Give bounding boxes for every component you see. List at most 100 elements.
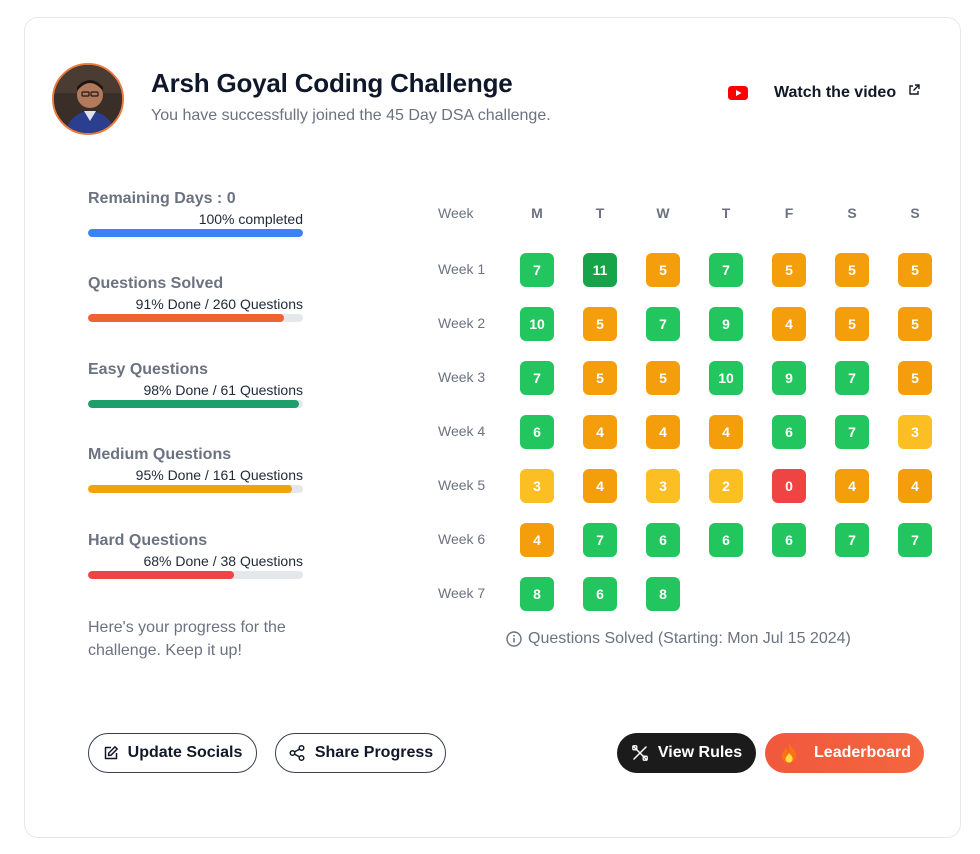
- day-cell[interactable]: 11: [583, 253, 617, 287]
- share-progress-label: Share Progress: [314, 744, 434, 761]
- progress-bar: [88, 571, 303, 579]
- stat-detail: 100% completed: [198, 211, 303, 227]
- calendar-legend: Questions Solved (Starting: Mon Jul 15 2…: [506, 630, 851, 648]
- day-header: F: [784, 205, 794, 221]
- avatar: [52, 63, 124, 135]
- progress-bar-fill: [88, 314, 284, 322]
- page-title: Arsh Goyal Coding Challenge: [151, 68, 513, 98]
- day-cell[interactable]: 9: [772, 361, 806, 395]
- day-cell[interactable]: 5: [898, 361, 932, 395]
- day-cell[interactable]: 6: [709, 523, 743, 557]
- week-label: Week 4: [438, 423, 486, 439]
- day-cell[interactable]: 7: [646, 307, 680, 341]
- day-cell[interactable]: 4: [583, 415, 617, 449]
- day-cell[interactable]: 4: [583, 469, 617, 503]
- watch-video-link[interactable]: Watch the video: [728, 84, 920, 102]
- day-cell[interactable]: 9: [709, 307, 743, 341]
- share-progress-button[interactable]: Share Progress: [275, 733, 446, 773]
- day-cell[interactable]: 5: [646, 253, 680, 287]
- day-cell[interactable]: 4: [772, 307, 806, 341]
- progress-bar: [88, 229, 303, 237]
- day-cell[interactable]: 7: [583, 523, 617, 557]
- week-label: Week 6: [438, 531, 486, 547]
- day-cell[interactable]: 6: [772, 523, 806, 557]
- day-header: T: [595, 205, 605, 221]
- stat-detail: 95% Done / 161 Questions: [135, 467, 303, 483]
- week-label: Week 1: [438, 261, 486, 277]
- day-cell[interactable]: 4: [709, 415, 743, 449]
- day-cell[interactable]: 7: [898, 523, 932, 557]
- day-cell[interactable]: 7: [835, 361, 869, 395]
- share-icon: [289, 744, 305, 762]
- day-cell[interactable]: 5: [898, 307, 932, 341]
- day-cell[interactable]: 4: [898, 469, 932, 503]
- fire-icon: [782, 743, 797, 763]
- day-header: M: [531, 205, 543, 221]
- view-rules-label: View Rules: [657, 744, 743, 761]
- leaderboard-label: Leaderboard: [814, 744, 911, 761]
- day-cell[interactable]: 8: [520, 577, 554, 611]
- external-link-icon: [909, 84, 920, 95]
- day-cell[interactable]: 6: [646, 523, 680, 557]
- week-column-header: Week: [438, 205, 474, 221]
- stat-detail: 98% Done / 61 Questions: [143, 382, 303, 398]
- day-cell[interactable]: 7: [520, 361, 554, 395]
- day-header: S: [847, 205, 857, 221]
- week-label: Week 7: [438, 585, 486, 601]
- info-icon: [506, 631, 522, 647]
- day-cell[interactable]: 5: [835, 307, 869, 341]
- view-rules-button[interactable]: View Rules: [617, 733, 756, 773]
- day-cell[interactable]: 3: [520, 469, 554, 503]
- day-cell[interactable]: 7: [835, 523, 869, 557]
- progress-bar-fill: [88, 485, 293, 493]
- day-cell[interactable]: 3: [898, 415, 932, 449]
- day-cell[interactable]: 5: [583, 361, 617, 395]
- day-cell[interactable]: 5: [835, 253, 869, 287]
- day-cell[interactable]: 10: [520, 307, 554, 341]
- day-cell[interactable]: 5: [583, 307, 617, 341]
- tools-icon: [632, 745, 648, 761]
- day-cell[interactable]: 7: [709, 253, 743, 287]
- stat-detail: 68% Done / 38 Questions: [143, 553, 303, 569]
- edit-icon: [104, 746, 118, 760]
- progress-bar: [88, 314, 303, 322]
- day-cell[interactable]: 4: [646, 415, 680, 449]
- stat-item: Medium Questions 95% Done / 161 Questions: [88, 446, 303, 493]
- day-cell[interactable]: 6: [583, 577, 617, 611]
- update-socials-label: Update Socials: [127, 744, 243, 761]
- day-cell[interactable]: 5: [646, 361, 680, 395]
- leaderboard-button[interactable]: Leaderboard: [765, 733, 924, 773]
- challenge-card: [24, 17, 961, 838]
- update-socials-button[interactable]: Update Socials: [88, 733, 257, 773]
- day-cell[interactable]: 6: [520, 415, 554, 449]
- day-cell[interactable]: 2: [709, 469, 743, 503]
- progress-bar-fill: [88, 400, 299, 408]
- progress-bar-fill: [88, 571, 235, 579]
- progress-bar: [88, 400, 303, 408]
- day-cell[interactable]: 5: [898, 253, 932, 287]
- week-label: Week 2: [438, 315, 486, 331]
- day-cell[interactable]: 3: [646, 469, 680, 503]
- day-cell[interactable]: 8: [646, 577, 680, 611]
- day-cell[interactable]: 10: [709, 361, 743, 395]
- day-cell[interactable]: 4: [520, 523, 554, 557]
- stat-label: Medium Questions: [88, 446, 232, 463]
- day-cell[interactable]: 4: [835, 469, 869, 503]
- day-cell[interactable]: 6: [772, 415, 806, 449]
- stat-item: Easy Questions 98% Done / 61 Questions: [88, 361, 303, 408]
- day-cell[interactable]: 0: [772, 469, 806, 503]
- day-cell[interactable]: 7: [520, 253, 554, 287]
- progress-bar-fill: [88, 229, 303, 237]
- day-header: W: [656, 205, 670, 221]
- stat-item: Remaining Days : 0 100% completed: [88, 190, 303, 237]
- week-label: Week 3: [438, 369, 486, 385]
- day-header: S: [910, 205, 920, 221]
- stat-detail: 91% Done / 260 Questions: [135, 296, 303, 312]
- day-cell[interactable]: 7: [835, 415, 869, 449]
- legend-text: Questions Solved (Starting: Mon Jul 15 2…: [528, 630, 851, 647]
- progress-bar: [88, 485, 303, 493]
- day-header: T: [721, 205, 731, 221]
- stat-item: Questions Solved 91% Done / 260 Questions: [88, 275, 303, 322]
- week-label: Week 5: [438, 477, 486, 493]
- day-cell[interactable]: 5: [772, 253, 806, 287]
